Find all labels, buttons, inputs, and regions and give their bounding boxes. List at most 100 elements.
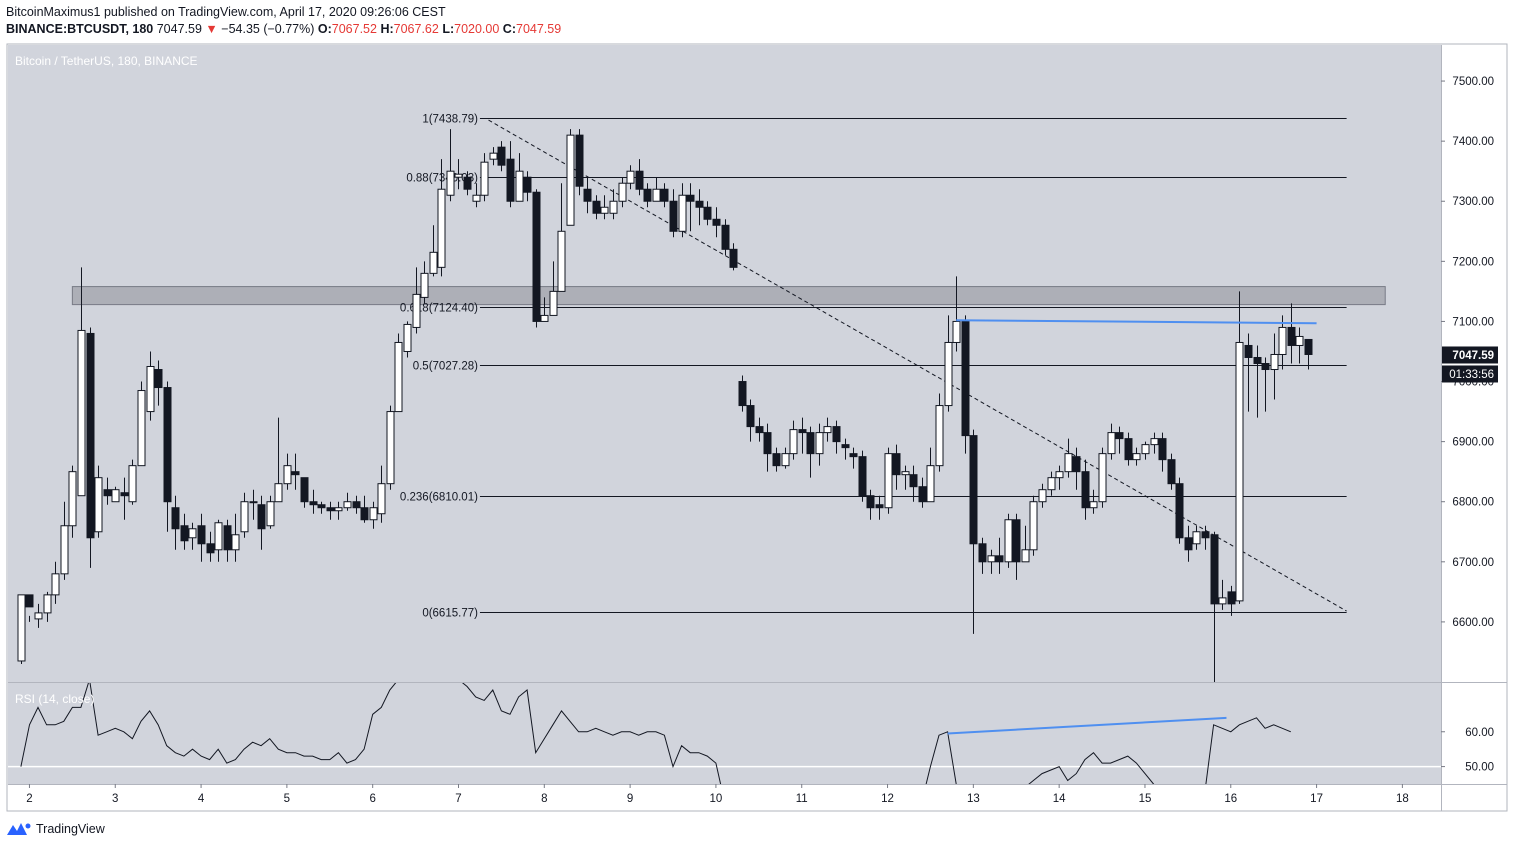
candle — [1175, 477, 1184, 544]
tradingview-logo[interactable]: TradingView — [6, 821, 105, 837]
candle-body — [978, 543, 987, 563]
candle — [403, 321, 412, 358]
candle-body — [609, 200, 618, 214]
candle — [377, 465, 386, 523]
y-tick-label: 6900.00 — [1452, 437, 1494, 449]
candle — [497, 141, 506, 172]
ohlc-header: BINANCE:BTCUSDT, 180 7047.59 ▼ −54.35 (−… — [6, 22, 561, 36]
publish-info: BitcoinMaximus1 published on TradingView… — [6, 5, 446, 19]
x-tick-label: 14 — [1053, 793, 1066, 805]
candle-body — [1072, 456, 1081, 473]
candle-body — [1141, 444, 1150, 455]
candle — [944, 315, 953, 412]
candle-body — [472, 194, 481, 202]
candle — [506, 141, 515, 208]
candle — [369, 501, 378, 529]
candle-body — [669, 200, 678, 232]
countdown-label: 01:33:56 — [1449, 369, 1494, 381]
candle — [463, 171, 472, 196]
low-value: 7020.00 — [454, 22, 500, 36]
candle — [326, 501, 335, 520]
candle-body — [163, 387, 172, 503]
candle — [300, 477, 309, 508]
candle — [334, 501, 343, 520]
candle — [703, 201, 712, 226]
candle — [858, 450, 867, 502]
candle — [678, 183, 687, 238]
candle — [412, 267, 421, 334]
candle-body — [884, 453, 893, 509]
candle-body — [935, 405, 944, 467]
last-price: 7047.59 — [156, 22, 202, 36]
candle-body — [686, 194, 695, 202]
fib-level-label: 0.5(7027.28) — [413, 361, 478, 373]
candle — [223, 519, 232, 562]
candle-body — [1038, 489, 1047, 503]
rsi-y-tick-label: 60.00 — [1465, 727, 1494, 739]
candle — [592, 195, 601, 220]
candle-body — [1021, 549, 1030, 563]
x-tick-label: 15 — [1139, 793, 1152, 805]
candle-body — [1253, 356, 1262, 365]
candle — [600, 195, 609, 220]
y-tick-label: 6800.00 — [1452, 497, 1494, 509]
candle — [480, 153, 489, 202]
candle-body — [626, 170, 635, 184]
candle — [583, 177, 592, 214]
candle-body — [1244, 344, 1253, 358]
candle-body — [480, 161, 489, 196]
candle-body — [188, 528, 197, 539]
candle-body — [326, 507, 335, 512]
candle-body — [1081, 471, 1090, 509]
candle-body — [240, 501, 249, 533]
candle-body — [1295, 335, 1304, 346]
fib-level-label: 0.618(7124.40) — [400, 303, 478, 315]
candle — [43, 591, 52, 622]
candle — [34, 603, 43, 628]
candle-body — [583, 188, 592, 202]
candle — [789, 420, 798, 460]
y-tick-label: 7300.00 — [1452, 196, 1494, 208]
candle — [68, 465, 77, 538]
candle-body — [257, 504, 266, 530]
candle-body — [34, 612, 43, 620]
candle — [892, 444, 901, 490]
rsi-line — [20, 683, 1291, 784]
candle-body — [51, 573, 60, 596]
candle — [763, 423, 772, 472]
high-value: 7067.62 — [393, 22, 439, 36]
candle-body — [377, 483, 386, 515]
price-high-line — [956, 319, 1317, 325]
candle-body — [523, 176, 532, 193]
down-arrow-icon: ▼ — [205, 22, 218, 36]
candle-body — [120, 492, 129, 497]
candle-body — [369, 507, 378, 521]
candle-body — [352, 501, 361, 509]
candle — [171, 495, 180, 550]
candle-body — [1227, 591, 1236, 605]
chart-title: Bitcoin / TetherUS, 180, BINANCE — [15, 54, 198, 68]
candle-body — [506, 158, 515, 202]
candle — [1158, 432, 1167, 472]
candle — [1304, 338, 1313, 370]
candle — [60, 501, 69, 580]
candle-body — [875, 504, 884, 509]
candle-body — [815, 432, 824, 455]
candle-body — [755, 426, 764, 434]
close-value: 7047.59 — [516, 22, 562, 36]
candle — [1029, 495, 1038, 556]
candle-body — [249, 501, 258, 504]
candle-body — [420, 272, 429, 298]
candle-body — [841, 444, 850, 449]
candle — [146, 351, 155, 421]
candle-body — [489, 152, 498, 160]
candle-body — [412, 293, 421, 328]
x-tick-label: 11 — [796, 793, 808, 805]
candle — [1218, 579, 1227, 610]
candle-body — [1184, 537, 1193, 551]
candle-body — [944, 341, 953, 407]
candle — [909, 465, 918, 502]
candle-body — [171, 507, 180, 530]
candle-body — [1175, 483, 1184, 539]
